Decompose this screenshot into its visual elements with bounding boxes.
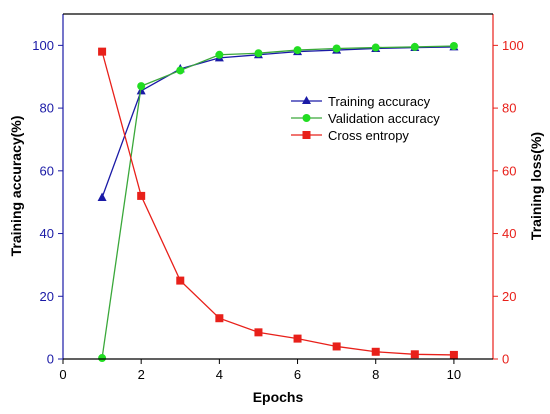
legend-entry-training-accuracy: Training accuracy: [291, 94, 431, 109]
point-validation-accuracy-5: [254, 49, 263, 58]
x-tick-label-4: 8: [372, 367, 379, 382]
point-validation-accuracy-1: [98, 354, 107, 363]
series-line-training-accuracy: [101, 46, 454, 198]
y-left-tick-label-2: 40: [40, 226, 54, 241]
point-validation-accuracy-9: [410, 42, 419, 51]
point-cross-entropy-8: [371, 347, 380, 356]
point-cross-entropy-3: [176, 276, 185, 285]
y-right-tick-label-0: 0: [502, 352, 509, 367]
legend-label-validation-accuracy: Validation accuracy: [328, 111, 440, 126]
series-line-cross-entropy: [101, 51, 454, 356]
x-tick-label-1: 2: [138, 367, 145, 382]
series-layer: [97, 41, 459, 363]
point-cross-entropy-10: [449, 350, 458, 359]
legend-label-training-accuracy: Training accuracy: [328, 94, 431, 109]
point-cross-entropy-6: [293, 334, 302, 343]
legend-label-cross-entropy: Cross entropy: [328, 128, 409, 143]
point-validation-accuracy-3: [176, 66, 185, 75]
y-right-tick-label-4: 80: [502, 101, 516, 116]
point-validation-accuracy-7: [332, 44, 341, 53]
point-cross-entropy-5: [254, 328, 263, 337]
y-left-tick-label-3: 60: [40, 163, 54, 178]
point-validation-accuracy-4: [215, 50, 224, 59]
x-tick-label-3: 6: [294, 367, 301, 382]
y-left-tick-label-4: 80: [40, 101, 54, 116]
point-validation-accuracy-6: [293, 46, 302, 55]
series-line-validation-accuracy: [101, 45, 454, 359]
point-cross-entropy-4: [215, 314, 224, 323]
y-axis-title-left: Training accuracy(%): [8, 116, 24, 257]
point-validation-accuracy-8: [371, 43, 380, 52]
y-right-tick-label-2: 40: [502, 226, 516, 241]
point-cross-entropy-9: [410, 350, 419, 359]
y-left-tick-label-0: 0: [47, 352, 54, 367]
point-training-accuracy-1: [97, 192, 107, 201]
x-tick-label-0: 0: [59, 367, 66, 382]
y-right-tick-label-1: 20: [502, 289, 516, 304]
y-axis-title-right: Training loss(%): [528, 132, 544, 240]
legend-entry-validation-accuracy: Validation accuracy: [291, 111, 440, 126]
point-cross-entropy-1: [98, 47, 107, 56]
y-right-tick-label-3: 60: [502, 163, 516, 178]
legend-entry-cross-entropy: Cross entropy: [291, 128, 409, 143]
y-left-tick-label-1: 20: [40, 289, 54, 304]
point-validation-accuracy-2: [137, 82, 146, 91]
x-axis-title: Epochs: [253, 389, 304, 405]
point-cross-entropy-2: [137, 191, 146, 200]
x-tick-label-5: 10: [447, 367, 461, 382]
point-cross-entropy-7: [332, 342, 341, 351]
axes-layer: [62, 13, 494, 360]
y-left-tick-label-5: 100: [32, 38, 54, 53]
legend: Training accuracy Validation accuracy Cr…: [291, 94, 440, 143]
x-tick-label-2: 4: [216, 367, 223, 382]
y-right-tick-label-5: 100: [502, 38, 524, 53]
point-validation-accuracy-10: [449, 41, 458, 50]
